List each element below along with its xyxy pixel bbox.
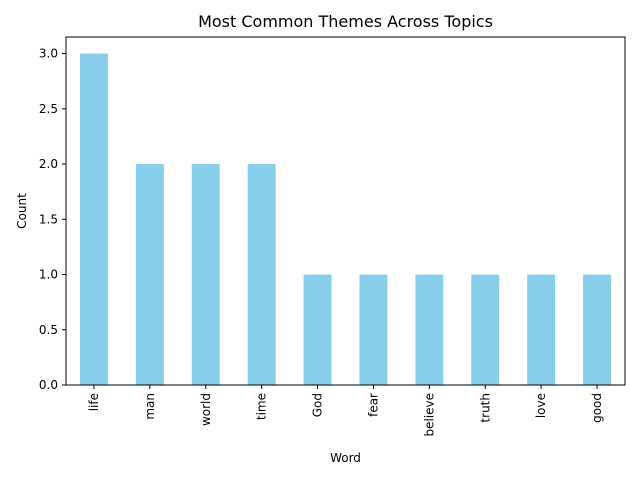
bar-world <box>191 164 220 385</box>
bar-man <box>135 164 164 385</box>
y-tick-label: 3.0 <box>39 47 58 61</box>
bar-believe <box>415 274 444 385</box>
bar-god <box>303 274 332 385</box>
x-axis-ticks: life man world time God fear believe truth love g… <box>87 385 604 437</box>
x-tick-label: God <box>311 393 325 417</box>
y-tick-label: 1.0 <box>39 268 58 282</box>
bar-fear <box>359 274 388 385</box>
x-tick-label: believe <box>422 393 436 437</box>
x-tick-label: man <box>143 393 157 420</box>
x-tick-label: time <box>255 393 269 420</box>
y-tick-label: 2.0 <box>39 157 58 171</box>
x-tick-label: love <box>534 393 548 418</box>
bar-life <box>79 53 108 385</box>
y-tick-label: 0.0 <box>39 378 58 392</box>
y-tick-label: 1.5 <box>39 212 58 226</box>
chart-title: Most Common Themes Across Topics <box>198 12 493 31</box>
x-tick-label: truth <box>478 393 492 423</box>
y-tick-label: 0.5 <box>39 323 58 337</box>
bar-love <box>527 274 556 385</box>
x-tick-label: life <box>87 393 101 411</box>
x-tick-label: fear <box>366 393 380 417</box>
x-tick-label: world <box>199 393 213 426</box>
bar-good <box>583 274 612 385</box>
y-axis-label: Count <box>15 193 29 229</box>
y-tick-label: 2.5 <box>39 102 58 116</box>
plot-frame <box>65 36 626 386</box>
bar-truth <box>471 274 500 385</box>
bars-layer <box>79 53 612 385</box>
x-axis-label: Word <box>330 451 361 465</box>
y-axis-ticks: 0.0 0.5 1.0 1.5 2.0 2.5 3.0 <box>39 47 66 392</box>
x-tick-label: good <box>590 393 604 423</box>
bar-time <box>247 164 276 385</box>
